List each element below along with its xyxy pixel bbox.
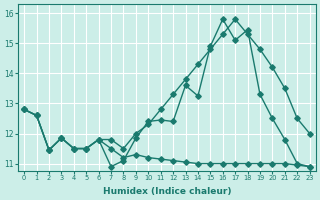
X-axis label: Humidex (Indice chaleur): Humidex (Indice chaleur) bbox=[103, 187, 231, 196]
